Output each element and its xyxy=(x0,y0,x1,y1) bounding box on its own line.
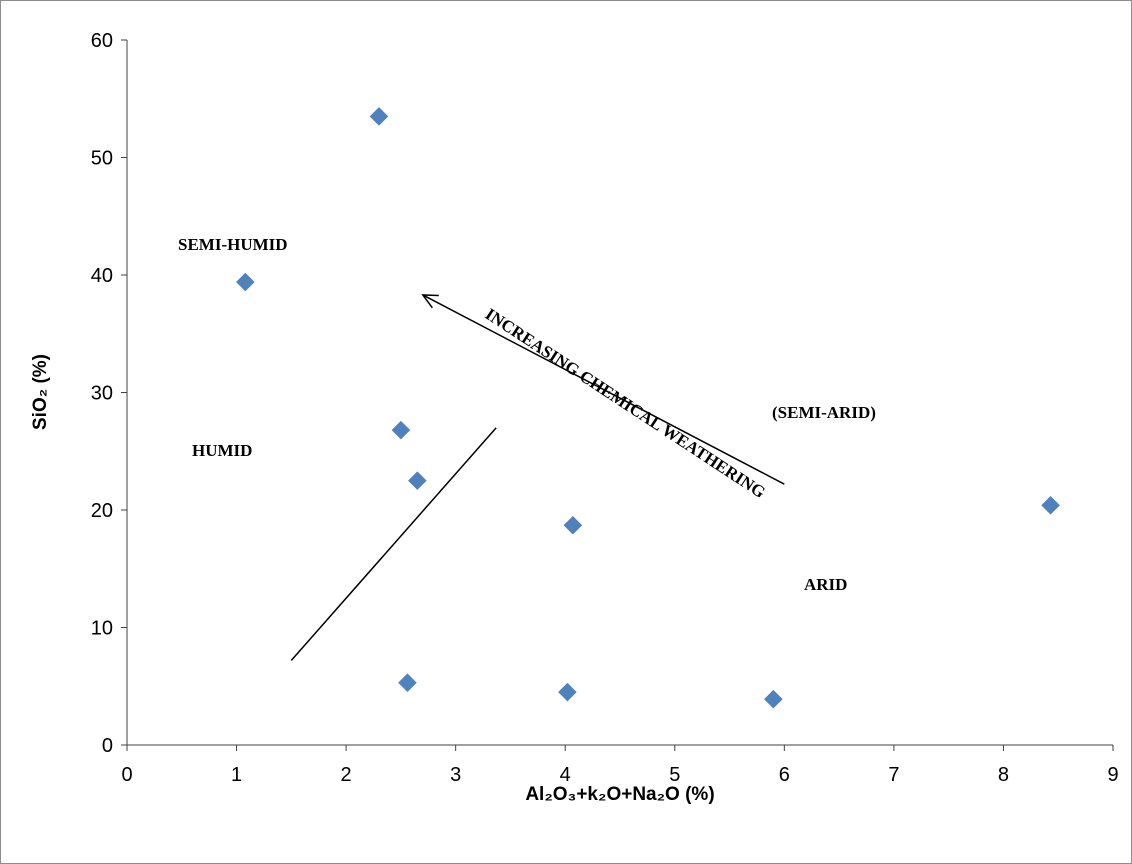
x-axis-ticks: 0 1 2 3 4 5 6 7 8 9 xyxy=(121,745,1119,786)
annotation-lines xyxy=(290,294,785,661)
y-tick-label: 50 xyxy=(91,148,113,170)
y-tick-label: 30 xyxy=(91,383,113,405)
weathering-arrow xyxy=(422,294,785,485)
data-point xyxy=(235,272,255,292)
y-tick-label: 0 xyxy=(102,735,113,757)
x-tick-label: 2 xyxy=(341,764,352,786)
data-point xyxy=(407,471,427,490)
weathering-arrow-head xyxy=(421,294,439,309)
x-axis-title: Al₂O₃+k₂O+Na₂O (%) xyxy=(525,784,714,805)
x-tick-label: 1 xyxy=(231,764,242,786)
x-tick-label: 6 xyxy=(779,764,790,786)
data-point xyxy=(764,689,783,709)
data-point xyxy=(369,107,389,126)
label-semi-arid: (SEMI-ARID) xyxy=(772,403,876,422)
y-tick-label: 10 xyxy=(91,618,113,640)
y-axis-ticks: 0 10 20 30 40 50 60 xyxy=(91,30,127,757)
boundary-line xyxy=(290,427,497,661)
label-arid: ARID xyxy=(804,575,847,594)
x-tick-label: 8 xyxy=(998,764,1009,786)
data-point xyxy=(563,515,583,535)
y-tick-label: 40 xyxy=(91,265,113,287)
x-tick-label: 7 xyxy=(888,764,899,786)
data-point xyxy=(398,673,417,693)
x-tick-label: 5 xyxy=(669,764,680,786)
data-point xyxy=(391,420,411,440)
x-tick-label: 0 xyxy=(121,764,132,786)
y-axis-title: SiO₂ (%) xyxy=(30,354,51,430)
x-tick-label: 3 xyxy=(450,764,461,786)
y-tick-label: 60 xyxy=(91,30,113,52)
x-tick-label: 9 xyxy=(1107,764,1118,786)
y-tick-label: 20 xyxy=(91,500,113,522)
data-points xyxy=(235,107,1060,709)
label-humid: HUMID xyxy=(192,441,252,460)
x-tick-label: 4 xyxy=(560,764,571,786)
data-point xyxy=(558,682,577,702)
label-semi-humid: SEMI-HUMID xyxy=(178,235,288,254)
data-point xyxy=(1041,495,1060,515)
